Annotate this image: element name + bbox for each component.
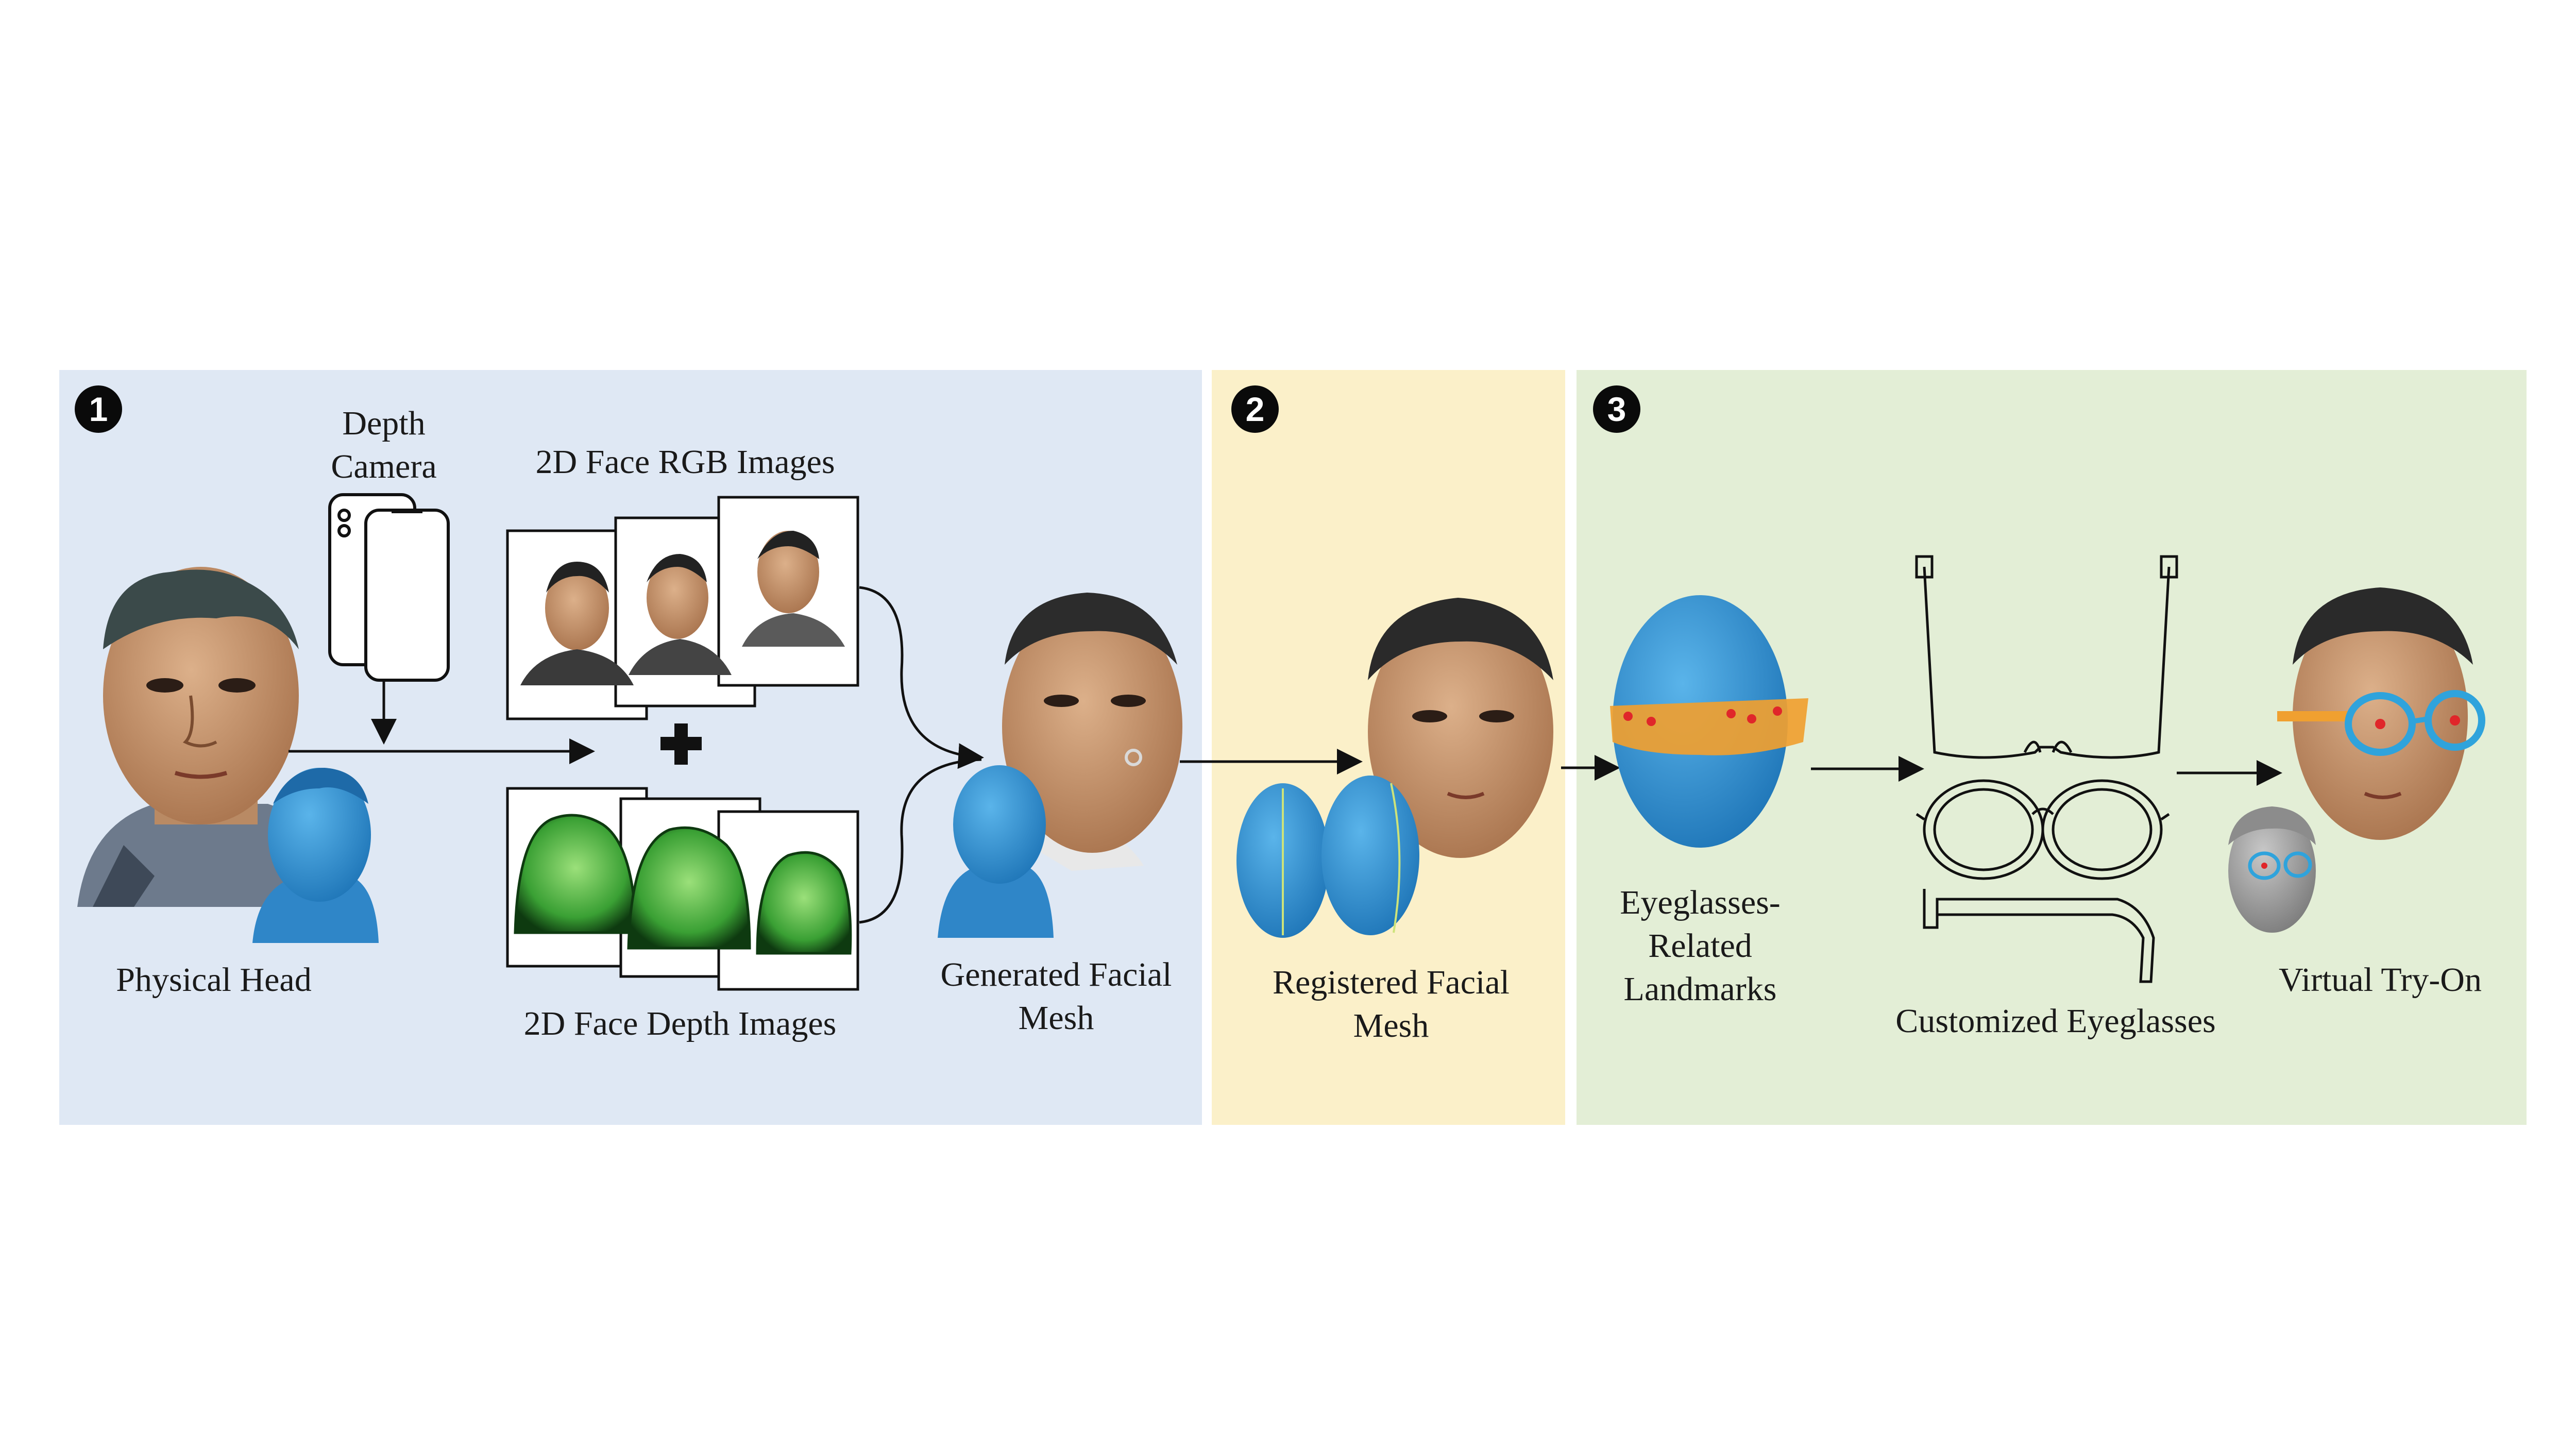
arrow-icon [859,586,984,769]
tryon-image [2228,587,2485,933]
depth-image-cards [506,787,859,991]
virtual-tryon-label: Virtual Try-On [2279,961,2482,999]
physical-head-scan [252,768,379,943]
eyeglasses-drawings [1915,555,2178,983]
phone-icon [328,493,450,682]
generated-mesh-line2: Mesh [1018,999,1094,1037]
depth-camera-line2: Camera [331,448,437,485]
generated-mesh-image [938,593,1182,938]
rgb-images-label: 2D Face RGB Images [535,443,835,481]
generated-mesh-label: Generated Facial Mesh [917,953,1195,1040]
registered-mesh-label: Registered Facial Mesh [1247,961,1535,1048]
registered-mesh-line1: Registered Facial [1272,964,1510,1001]
depth-images-label: 2D Face Depth Images [523,1005,837,1042]
landmarks-line2: Related [1648,927,1752,965]
step3-badge: 3 [1593,385,1640,433]
registered-mesh-line2: Mesh [1353,1007,1429,1044]
landmarks-line1: Eyeglasses- [1620,884,1781,921]
step1-badge: 1 [75,385,122,433]
depth-camera-label: Depth Camera [307,402,461,488]
generated-mesh-line1: Generated Facial [940,956,1172,993]
registered-mesh-image [1236,598,1553,938]
landmarks-line3: Landmarks [1623,970,1777,1008]
step2-badge: 2 [1231,385,1279,433]
customized-eyeglasses-label: Customized Eyeglasses [1895,1002,2216,1040]
rgb-image-cards [506,496,859,720]
depth-camera-line1: Depth [342,405,426,442]
landmarks-label: Eyeglasses- Related Landmarks [1587,881,1814,1011]
plus-icon [660,723,702,765]
physical-head-label: Physical Head [116,961,312,999]
landmark-head-image [1610,595,1808,848]
